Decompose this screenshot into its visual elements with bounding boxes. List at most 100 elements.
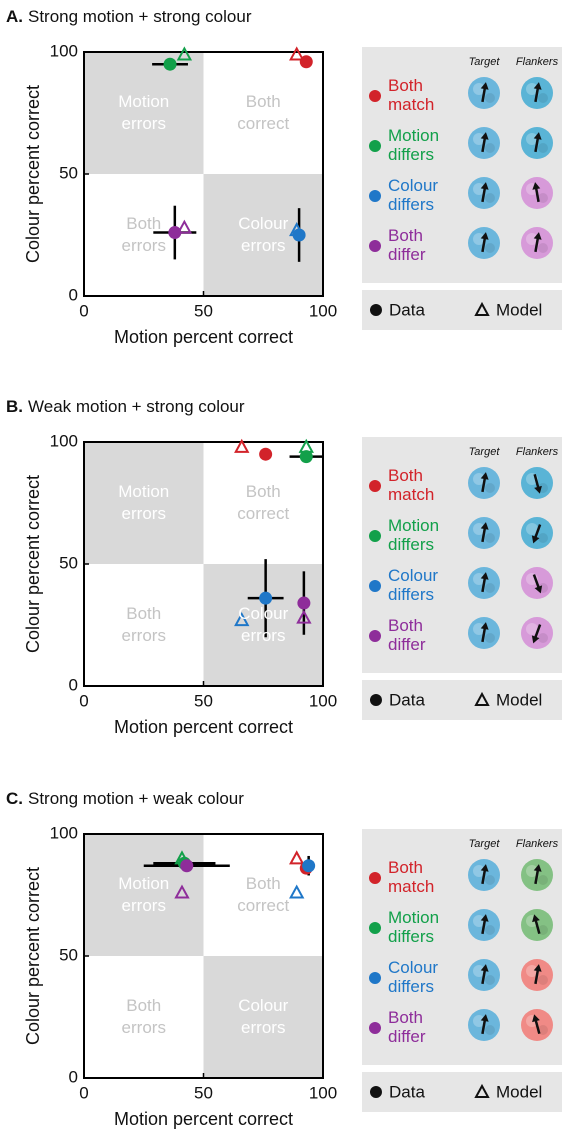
stimulus-texture bbox=[526, 623, 538, 635]
arrow-shaft bbox=[481, 187, 487, 203]
legend-label: Both match bbox=[388, 76, 435, 114]
arrow-head bbox=[531, 535, 540, 544]
x-axis-label: Motion percent correct bbox=[114, 327, 293, 347]
arrow-shaft bbox=[534, 969, 540, 985]
stimulus-texture bbox=[485, 633, 495, 643]
stimulus-texture bbox=[526, 83, 538, 95]
arrow-shaft bbox=[534, 524, 542, 539]
arrow-shaft bbox=[481, 869, 487, 885]
legend-swatch bbox=[369, 580, 381, 592]
legend-swatch bbox=[369, 922, 381, 934]
stimulus-arrow bbox=[480, 622, 489, 643]
stimulus-arrow bbox=[533, 132, 542, 153]
stimulus-texture bbox=[485, 93, 495, 103]
arrow-head bbox=[532, 1014, 540, 1023]
legend-label: Both match bbox=[388, 858, 435, 896]
y-tick-label: 0 bbox=[69, 675, 78, 694]
arrow-head bbox=[480, 132, 489, 140]
stimulus-arrow bbox=[533, 473, 542, 494]
panel-label: A. bbox=[6, 7, 23, 26]
marker-legend-label: Model bbox=[496, 300, 542, 319]
quadrant-bg bbox=[203, 956, 323, 1078]
legend-label: Both differ bbox=[388, 1008, 426, 1046]
legend-label: Colour differs bbox=[388, 958, 439, 996]
legend-header: Flankers bbox=[516, 56, 559, 68]
stimulus-arrow bbox=[532, 1014, 541, 1035]
arrow-head bbox=[480, 964, 489, 972]
arrow-shaft bbox=[481, 1019, 487, 1035]
stimulus-texture bbox=[538, 1025, 548, 1035]
stimulus-texture bbox=[538, 93, 548, 103]
y-tick-label: 100 bbox=[50, 823, 78, 842]
x-axis-label: Motion percent correct bbox=[114, 1109, 293, 1129]
stimulus-arrow bbox=[480, 232, 489, 253]
arrow-shaft bbox=[534, 187, 540, 203]
stimulus-arrow bbox=[532, 574, 543, 594]
panel-title-text: Weak motion + strong colour bbox=[28, 397, 245, 416]
x-tick-label: 50 bbox=[194, 691, 213, 710]
stimulus-texture bbox=[473, 865, 485, 877]
arrow-shaft bbox=[534, 137, 540, 153]
model-marker bbox=[176, 46, 193, 61]
stimulus-texture bbox=[526, 965, 538, 977]
stimulus-texture bbox=[485, 143, 495, 153]
arrow-head bbox=[533, 964, 542, 972]
x-tick-label: 0 bbox=[79, 301, 88, 320]
data-marker bbox=[299, 55, 313, 69]
arrow-shaft bbox=[481, 527, 487, 543]
arrow-head bbox=[533, 132, 542, 140]
stimulus-texture bbox=[473, 83, 485, 95]
arrow-head bbox=[534, 485, 542, 494]
marker-legend-model bbox=[474, 1083, 490, 1098]
legend-label: Both match bbox=[388, 466, 435, 504]
arrow-head bbox=[533, 82, 542, 90]
model-marker bbox=[234, 438, 250, 453]
stimulus-texture bbox=[538, 875, 548, 885]
arrow-shaft bbox=[534, 87, 540, 103]
x-tick-label: 50 bbox=[194, 1083, 213, 1102]
arrow-shaft bbox=[532, 574, 540, 589]
quadrant-label: Both errors bbox=[121, 996, 166, 1037]
legend-swatch bbox=[369, 972, 381, 984]
y-tick-label: 0 bbox=[69, 285, 78, 304]
stimulus-texture bbox=[485, 583, 495, 593]
marker-legend-bg bbox=[362, 290, 562, 330]
legend-swatch bbox=[369, 480, 381, 492]
plot-frame bbox=[83, 833, 324, 1079]
panel-title: C. Strong motion + weak colour bbox=[6, 789, 244, 808]
legend-header: Flankers bbox=[516, 838, 559, 850]
stimulus-texture bbox=[538, 243, 548, 253]
marker-legend-label: Model bbox=[496, 1082, 542, 1101]
quadrant-label: Colour errors bbox=[238, 996, 289, 1037]
y-axis-label: Colour percent correct bbox=[23, 867, 43, 1045]
stimulus-texture bbox=[538, 193, 548, 203]
stimulus-texture bbox=[538, 533, 548, 543]
arrow-head bbox=[480, 1014, 489, 1022]
stimulus-arrow bbox=[480, 132, 489, 153]
legend-header: Flankers bbox=[516, 446, 559, 458]
legend-label: Motion differs bbox=[388, 516, 440, 554]
model-marker bbox=[289, 46, 305, 61]
x-tick-label: 0 bbox=[79, 1083, 88, 1102]
data-marker bbox=[297, 596, 311, 610]
arrow-head bbox=[480, 472, 489, 480]
arrow-shaft bbox=[481, 627, 487, 643]
stimulus-texture bbox=[485, 875, 495, 885]
legend-label: Both differ bbox=[388, 226, 426, 264]
stimulus-texture bbox=[538, 143, 548, 153]
stimulus-texture bbox=[485, 533, 495, 543]
model-marker bbox=[296, 609, 312, 624]
stimulus-texture bbox=[526, 865, 538, 877]
arrow-shaft bbox=[481, 969, 487, 985]
arrow-shaft bbox=[481, 919, 487, 935]
stimulus-arrow bbox=[480, 964, 489, 985]
panel-label: C. bbox=[6, 789, 23, 808]
marker-legend-bg bbox=[362, 1072, 562, 1112]
y-tick-label: 50 bbox=[59, 553, 78, 572]
stimulus-arrow bbox=[533, 864, 542, 885]
arrow-shaft bbox=[534, 624, 542, 639]
marker-legend-model bbox=[474, 691, 490, 706]
arrow-head bbox=[532, 914, 540, 923]
legend-header: Target bbox=[469, 838, 501, 850]
